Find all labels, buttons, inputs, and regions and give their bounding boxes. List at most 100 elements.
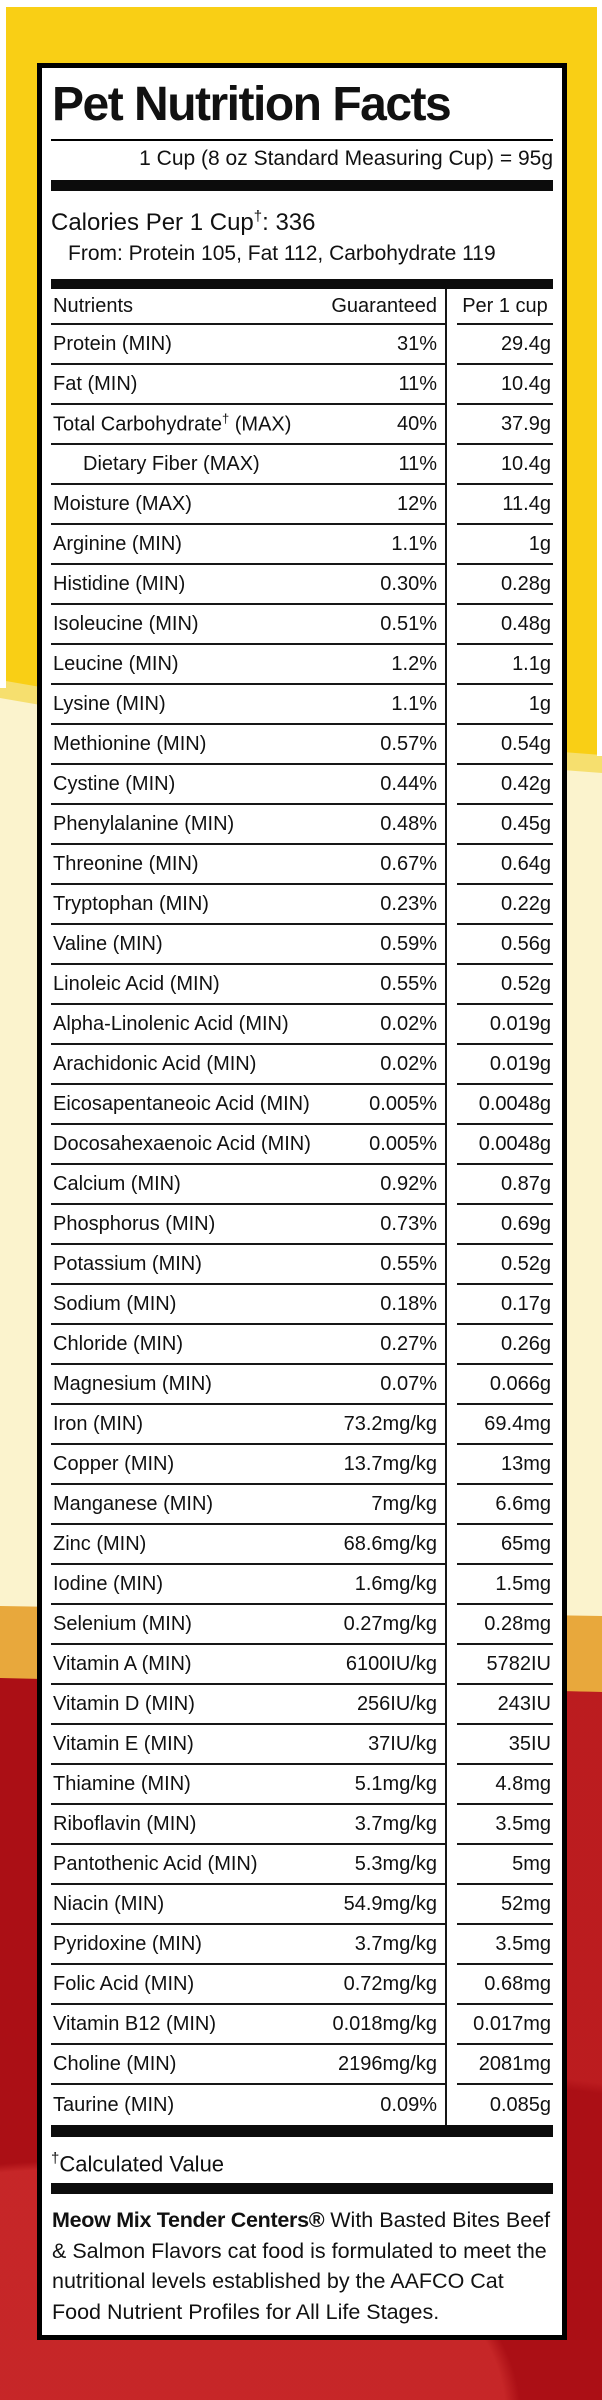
title-rule: [51, 139, 553, 141]
per-cup-value: 1.1g: [457, 645, 553, 685]
per-cup-value: 0.066g: [457, 1365, 553, 1405]
guaranteed-value: 0.48%: [380, 812, 437, 835]
per-cup-value: 10.4g: [457, 365, 553, 405]
per-cup-value: 0.54g: [457, 725, 553, 765]
calories-line: Calories Per 1 Cup†: 336: [51, 208, 316, 236]
dagger-symbol: †: [221, 411, 230, 427]
table-row: Choline (MIN) 2196mg/kg 2081mg: [51, 2045, 553, 2085]
per-cup-value: 0.017mg: [457, 2005, 553, 2045]
nutrient-label: Linoleic Acid (MIN): [53, 972, 220, 995]
nutrient-label: Zinc (MIN): [53, 1532, 147, 1555]
guaranteed-value: 0.02%: [380, 1052, 437, 1075]
column-divider: [445, 805, 447, 845]
table-row: Potassium (MIN) 0.55% 0.52g: [51, 1245, 553, 1285]
column-divider: [445, 685, 447, 725]
nutrient-label: Vitamin B12 (MIN): [53, 2012, 217, 2035]
column-header-per-cup: Per 1 cup: [457, 289, 553, 325]
column-divider: [445, 1045, 447, 1085]
column-divider: [445, 845, 447, 885]
dagger-symbol: †: [253, 208, 263, 225]
table-row: Riboflavin (MIN) 3.7mg/kg 3.5mg: [51, 1805, 553, 1845]
per-cup-value: 10.4g: [457, 445, 553, 485]
nutrient-label: Vitamin D (MIN): [53, 1692, 195, 1715]
pet-nutrition-facts-panel: Pet Nutrition Facts 1 Cup (8 oz Standard…: [37, 63, 567, 2340]
table-row: Selenium (MIN) 0.27mg/kg 0.28mg: [51, 1605, 553, 1645]
per-cup-value: 2081mg: [457, 2045, 553, 2085]
guaranteed-value: 6100IU/kg: [345, 1652, 437, 1675]
table-row: Cystine (MIN) 0.44% 0.42g: [51, 765, 553, 805]
table-row: Taurine (MIN) 0.09% 0.085g: [51, 2085, 553, 2125]
column-divider: [445, 525, 447, 565]
per-cup-value: 0.019g: [457, 1045, 553, 1085]
table-row: Arginine (MIN) 1.1% 1g: [51, 525, 553, 565]
per-cup-value: 0.52g: [457, 1245, 553, 1285]
nutrient-label: Docosahexaenoic Acid (MIN): [53, 1132, 311, 1155]
guaranteed-value: 0.02%: [380, 1012, 437, 1035]
nutrient-label: Isoleucine (MIN): [53, 612, 199, 635]
column-divider: [445, 1525, 447, 1565]
column-divider: [445, 1405, 447, 1445]
guaranteed-value: 11%: [398, 452, 437, 475]
per-cup-value: 0.28mg: [457, 1605, 553, 1645]
table-row: Thiamine (MIN) 5.1mg/kg 4.8mg: [51, 1765, 553, 1805]
column-divider: [445, 965, 447, 1005]
guaranteed-value: 0.55%: [380, 972, 437, 995]
guaranteed-value: 0.59%: [380, 932, 437, 955]
nutrient-label: Copper (MIN): [53, 1452, 175, 1475]
per-cup-value: 0.56g: [457, 925, 553, 965]
divider-bar: [51, 180, 553, 191]
per-cup-value: 0.0048g: [457, 1085, 553, 1125]
guaranteed-value: 3.7mg/kg: [354, 1932, 437, 1955]
table-row: Calcium (MIN) 0.92% 0.87g: [51, 1165, 553, 1205]
per-cup-value: 65mg: [457, 1525, 553, 1565]
nutrient-label: Leucine (MIN): [53, 652, 179, 675]
column-divider: [445, 1445, 447, 1485]
column-divider: [445, 1605, 447, 1645]
column-divider: [445, 1485, 447, 1525]
nutrient-label: Fat (MIN): [53, 372, 138, 395]
guaranteed-value: 1.2%: [391, 652, 437, 675]
per-cup-value: 1g: [457, 525, 553, 565]
column-divider: [445, 1885, 447, 1925]
per-cup-value: 6.6mg: [457, 1485, 553, 1525]
column-divider: [445, 1765, 447, 1805]
column-divider: [445, 2005, 447, 2045]
nutrient-label: Cystine (MIN): [53, 772, 176, 795]
nutrient-label: Tryptophan (MIN): [53, 892, 209, 915]
table-row: Tryptophan (MIN) 0.23% 0.22g: [51, 885, 553, 925]
per-cup-value: 0.28g: [457, 565, 553, 605]
guaranteed-value: 0.07%: [380, 1372, 437, 1395]
column-divider: [445, 565, 447, 605]
per-cup-value: 243IU: [457, 1685, 553, 1725]
column-divider: [445, 605, 447, 645]
guaranteed-value: 11%: [398, 372, 437, 395]
column-divider: [445, 2085, 447, 2125]
column-divider: [445, 289, 447, 325]
calculated-value-footnote: †Calculated Value: [51, 2150, 225, 2177]
per-cup-value: 37.9g: [457, 405, 553, 445]
table-row: Vitamin B12 (MIN) 0.018mg/kg 0.017mg: [51, 2005, 553, 2045]
table-row: Niacin (MIN) 54.9mg/kg 52mg: [51, 1885, 553, 1925]
column-divider: [445, 885, 447, 925]
guaranteed-value: 0.27mg/kg: [343, 1612, 437, 1635]
column-divider: [445, 1125, 447, 1165]
nutrient-label: Valine (MIN): [53, 932, 163, 955]
per-cup-value: 3.5mg: [457, 1925, 553, 1965]
package-edge-top: [0, 0, 602, 7]
guaranteed-value: 12%: [396, 492, 437, 515]
column-divider: [445, 365, 447, 405]
per-cup-value: 0.0048g: [457, 1125, 553, 1165]
nutrient-label: Threonine (MIN): [53, 852, 199, 875]
table-row: Linoleic Acid (MIN) 0.55% 0.52g: [51, 965, 553, 1005]
table-row: Methionine (MIN) 0.57% 0.54g: [51, 725, 553, 765]
per-cup-value: 69.4mg: [457, 1405, 553, 1445]
per-cup-value: 3.5mg: [457, 1805, 553, 1845]
nutrient-label: Iron (MIN): [53, 1412, 143, 1435]
table-row: Phosphorus (MIN) 0.73% 0.69g: [51, 1205, 553, 1245]
nutrient-label: Arachidonic Acid (MIN): [53, 1052, 257, 1075]
per-cup-value: 13mg: [457, 1445, 553, 1485]
serving-size-line: 1 Cup (8 oz Standard Measuring Cup) = 95…: [139, 147, 553, 170]
column-header-nutrients: Nutrients: [53, 294, 134, 317]
nutrient-label: Moisture (MAX): [53, 492, 192, 515]
per-cup-value: 0.17g: [457, 1285, 553, 1325]
